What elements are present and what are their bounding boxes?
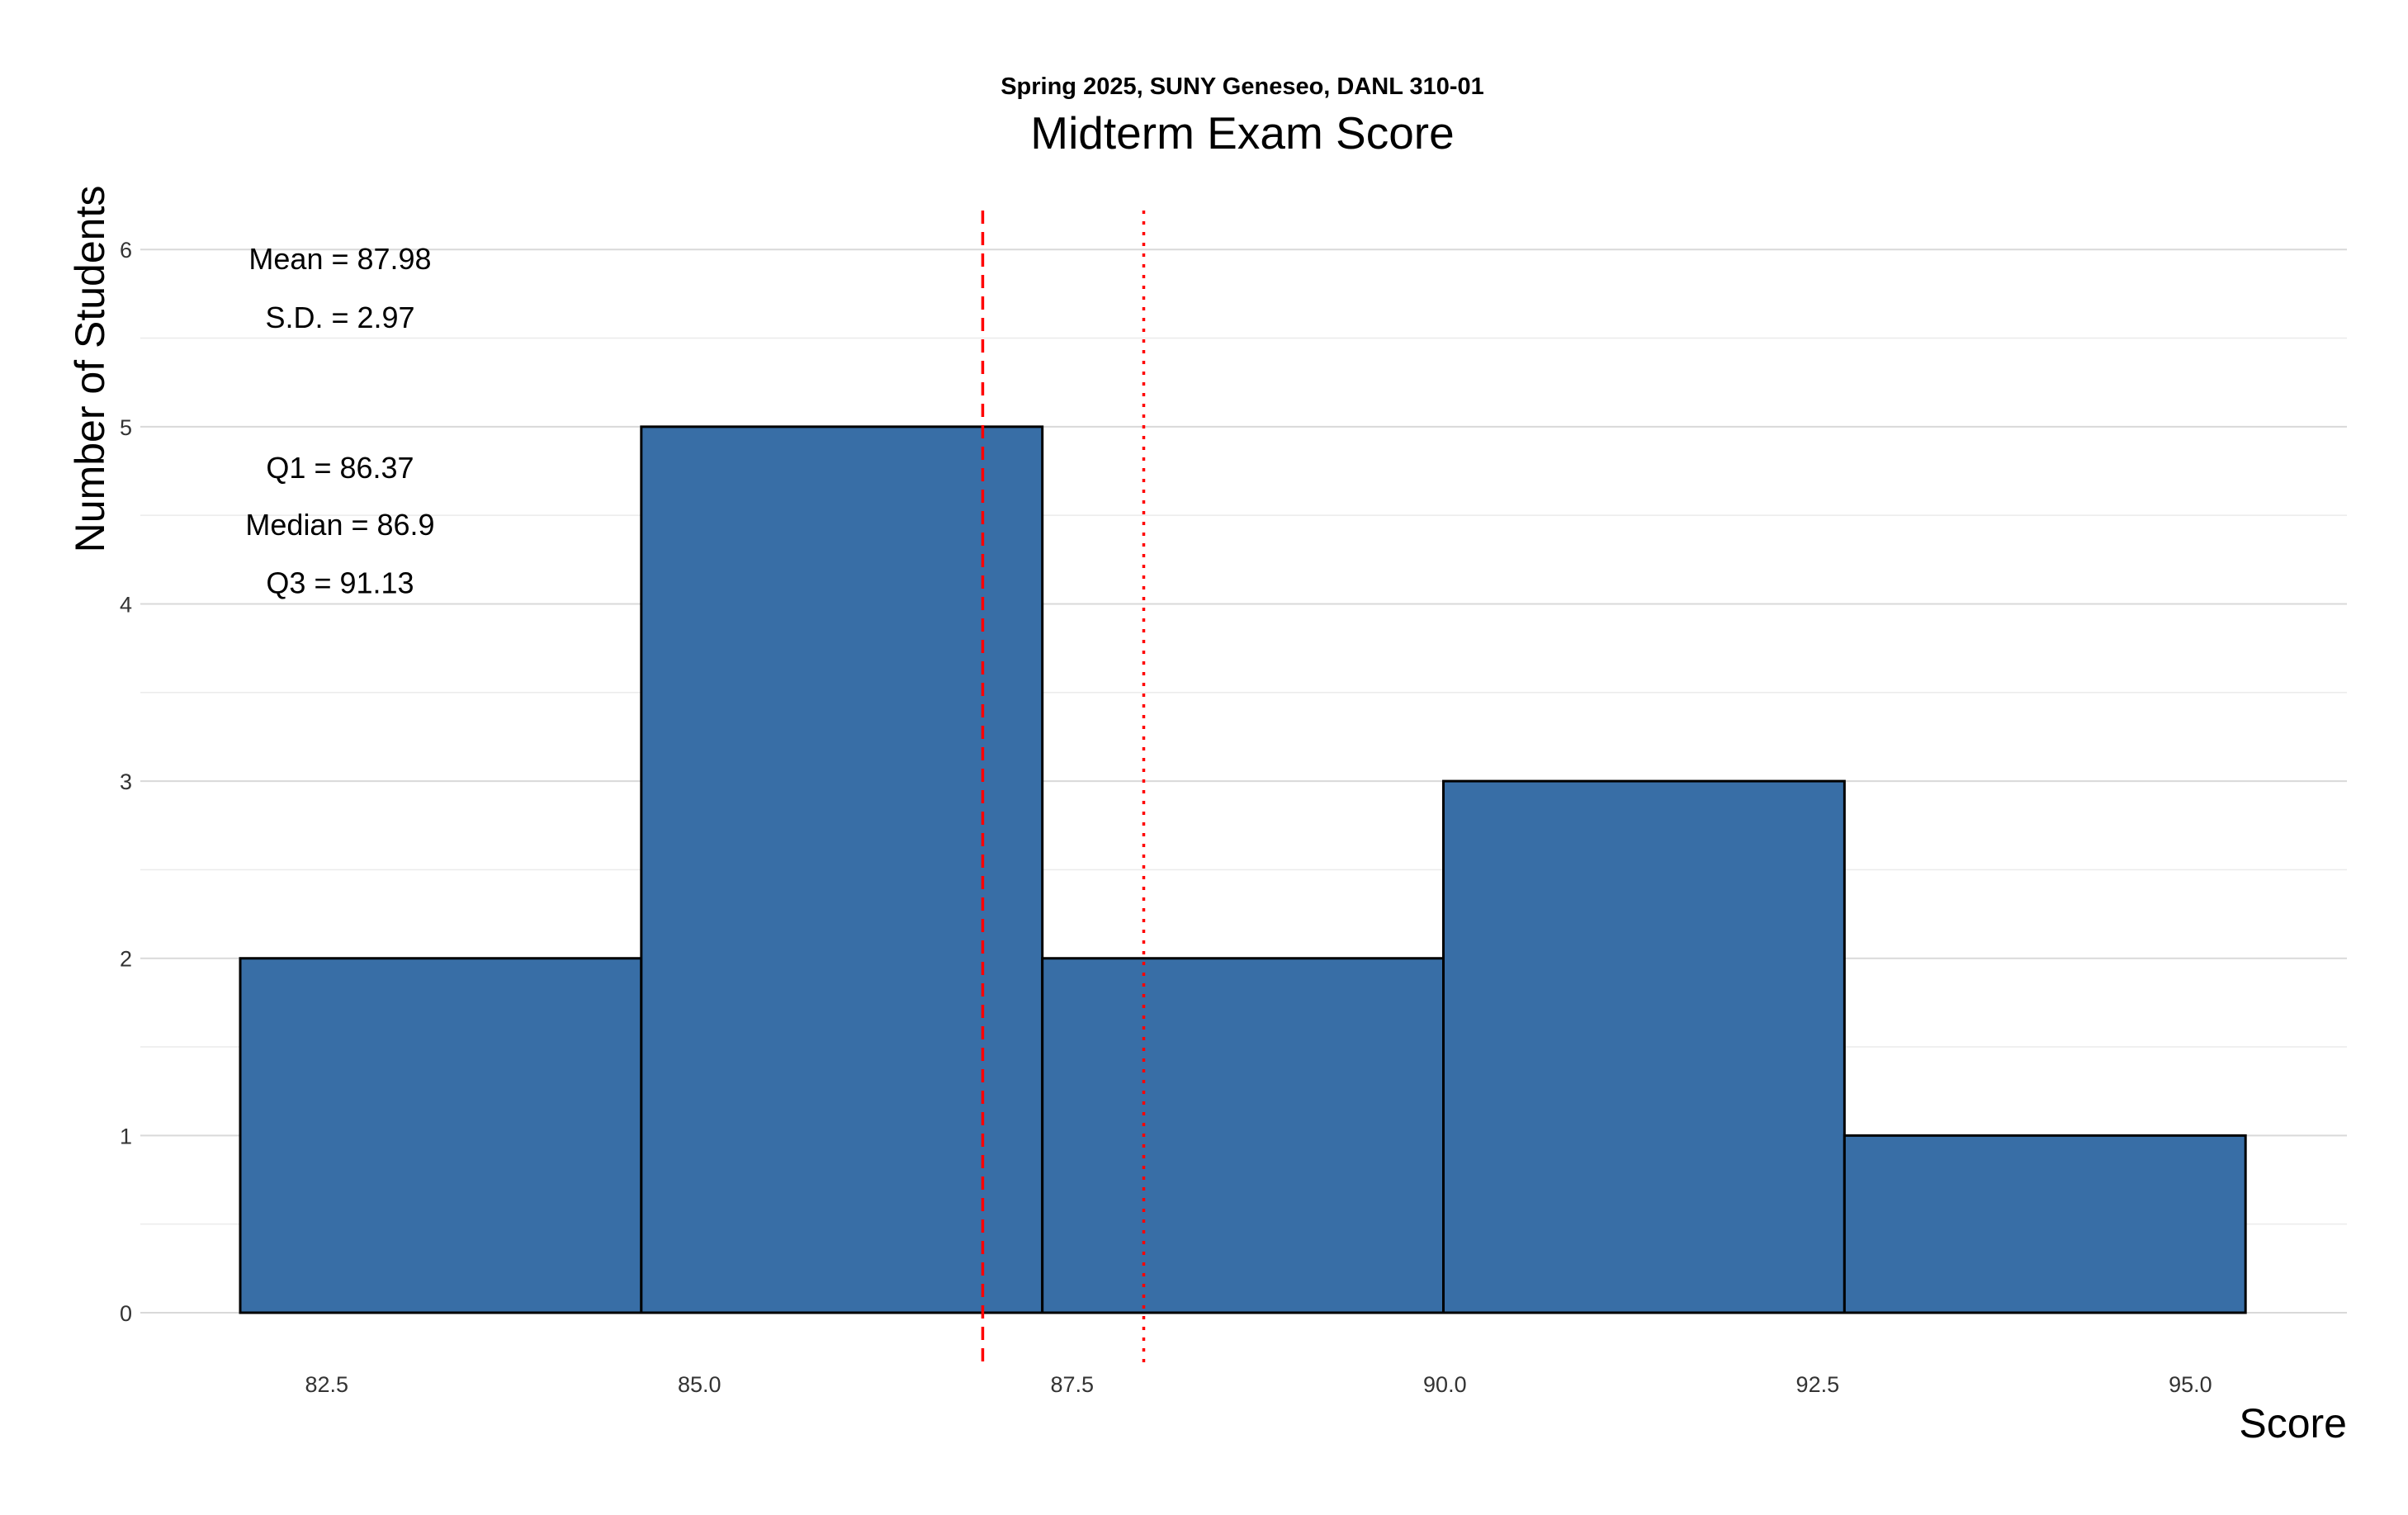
x-tick-label: 95.0 (2169, 1372, 2212, 1397)
histogram-bars (239, 425, 2247, 1314)
x-tick-label: 87.5 (1051, 1372, 1095, 1397)
x-tick-label: 85.0 (678, 1372, 721, 1397)
histogram-bar-2 (640, 425, 1044, 1314)
x-tick-label: 82.5 (305, 1372, 348, 1397)
y-tick-label: 0 (120, 1301, 132, 1326)
y-tick-label: 5 (120, 415, 132, 440)
y-tick-label: 2 (120, 947, 132, 972)
chart-title: Midterm Exam Score (1030, 107, 1454, 159)
y-tick-label: 6 (120, 238, 132, 263)
axis-ticks: 82.5 85.0 87.5 90.0 92.5 95.0 0 1 2 3 4 5 6 (120, 238, 2212, 1397)
stat-annotation: S.D. = 2.97 (265, 301, 414, 334)
y-tick-label: 3 (120, 769, 132, 794)
stat-annotation: Mean = 87.98 (248, 242, 431, 276)
x-tick-label: 92.5 (1796, 1372, 1840, 1397)
y-tick-label: 1 (120, 1124, 132, 1148)
x-tick-label: 90.0 (1423, 1372, 1467, 1397)
stat-annotation: Median = 86.9 (245, 508, 434, 542)
stat-annotation: Q1 = 86.37 (266, 451, 414, 485)
x-axis-title: Score (2239, 1400, 2347, 1446)
histogram-bar-3 (1041, 957, 1445, 1314)
y-tick-label: 4 (120, 592, 132, 617)
summary-annotations: Mean = 87.98 S.D. = 2.97 Q1 = 86.37 Median … (245, 242, 434, 600)
histogram-bar-5 (1843, 1134, 2247, 1314)
chart-subtitle: Spring 2025, SUNY Geneseo, DANL 310-01 (1001, 73, 1484, 100)
histogram-bar-1 (239, 957, 643, 1314)
stat-annotation: Q3 = 91.13 (266, 566, 414, 600)
y-axis-title: Number of Students (67, 186, 113, 553)
histogram-bar-4 (1442, 779, 1846, 1314)
